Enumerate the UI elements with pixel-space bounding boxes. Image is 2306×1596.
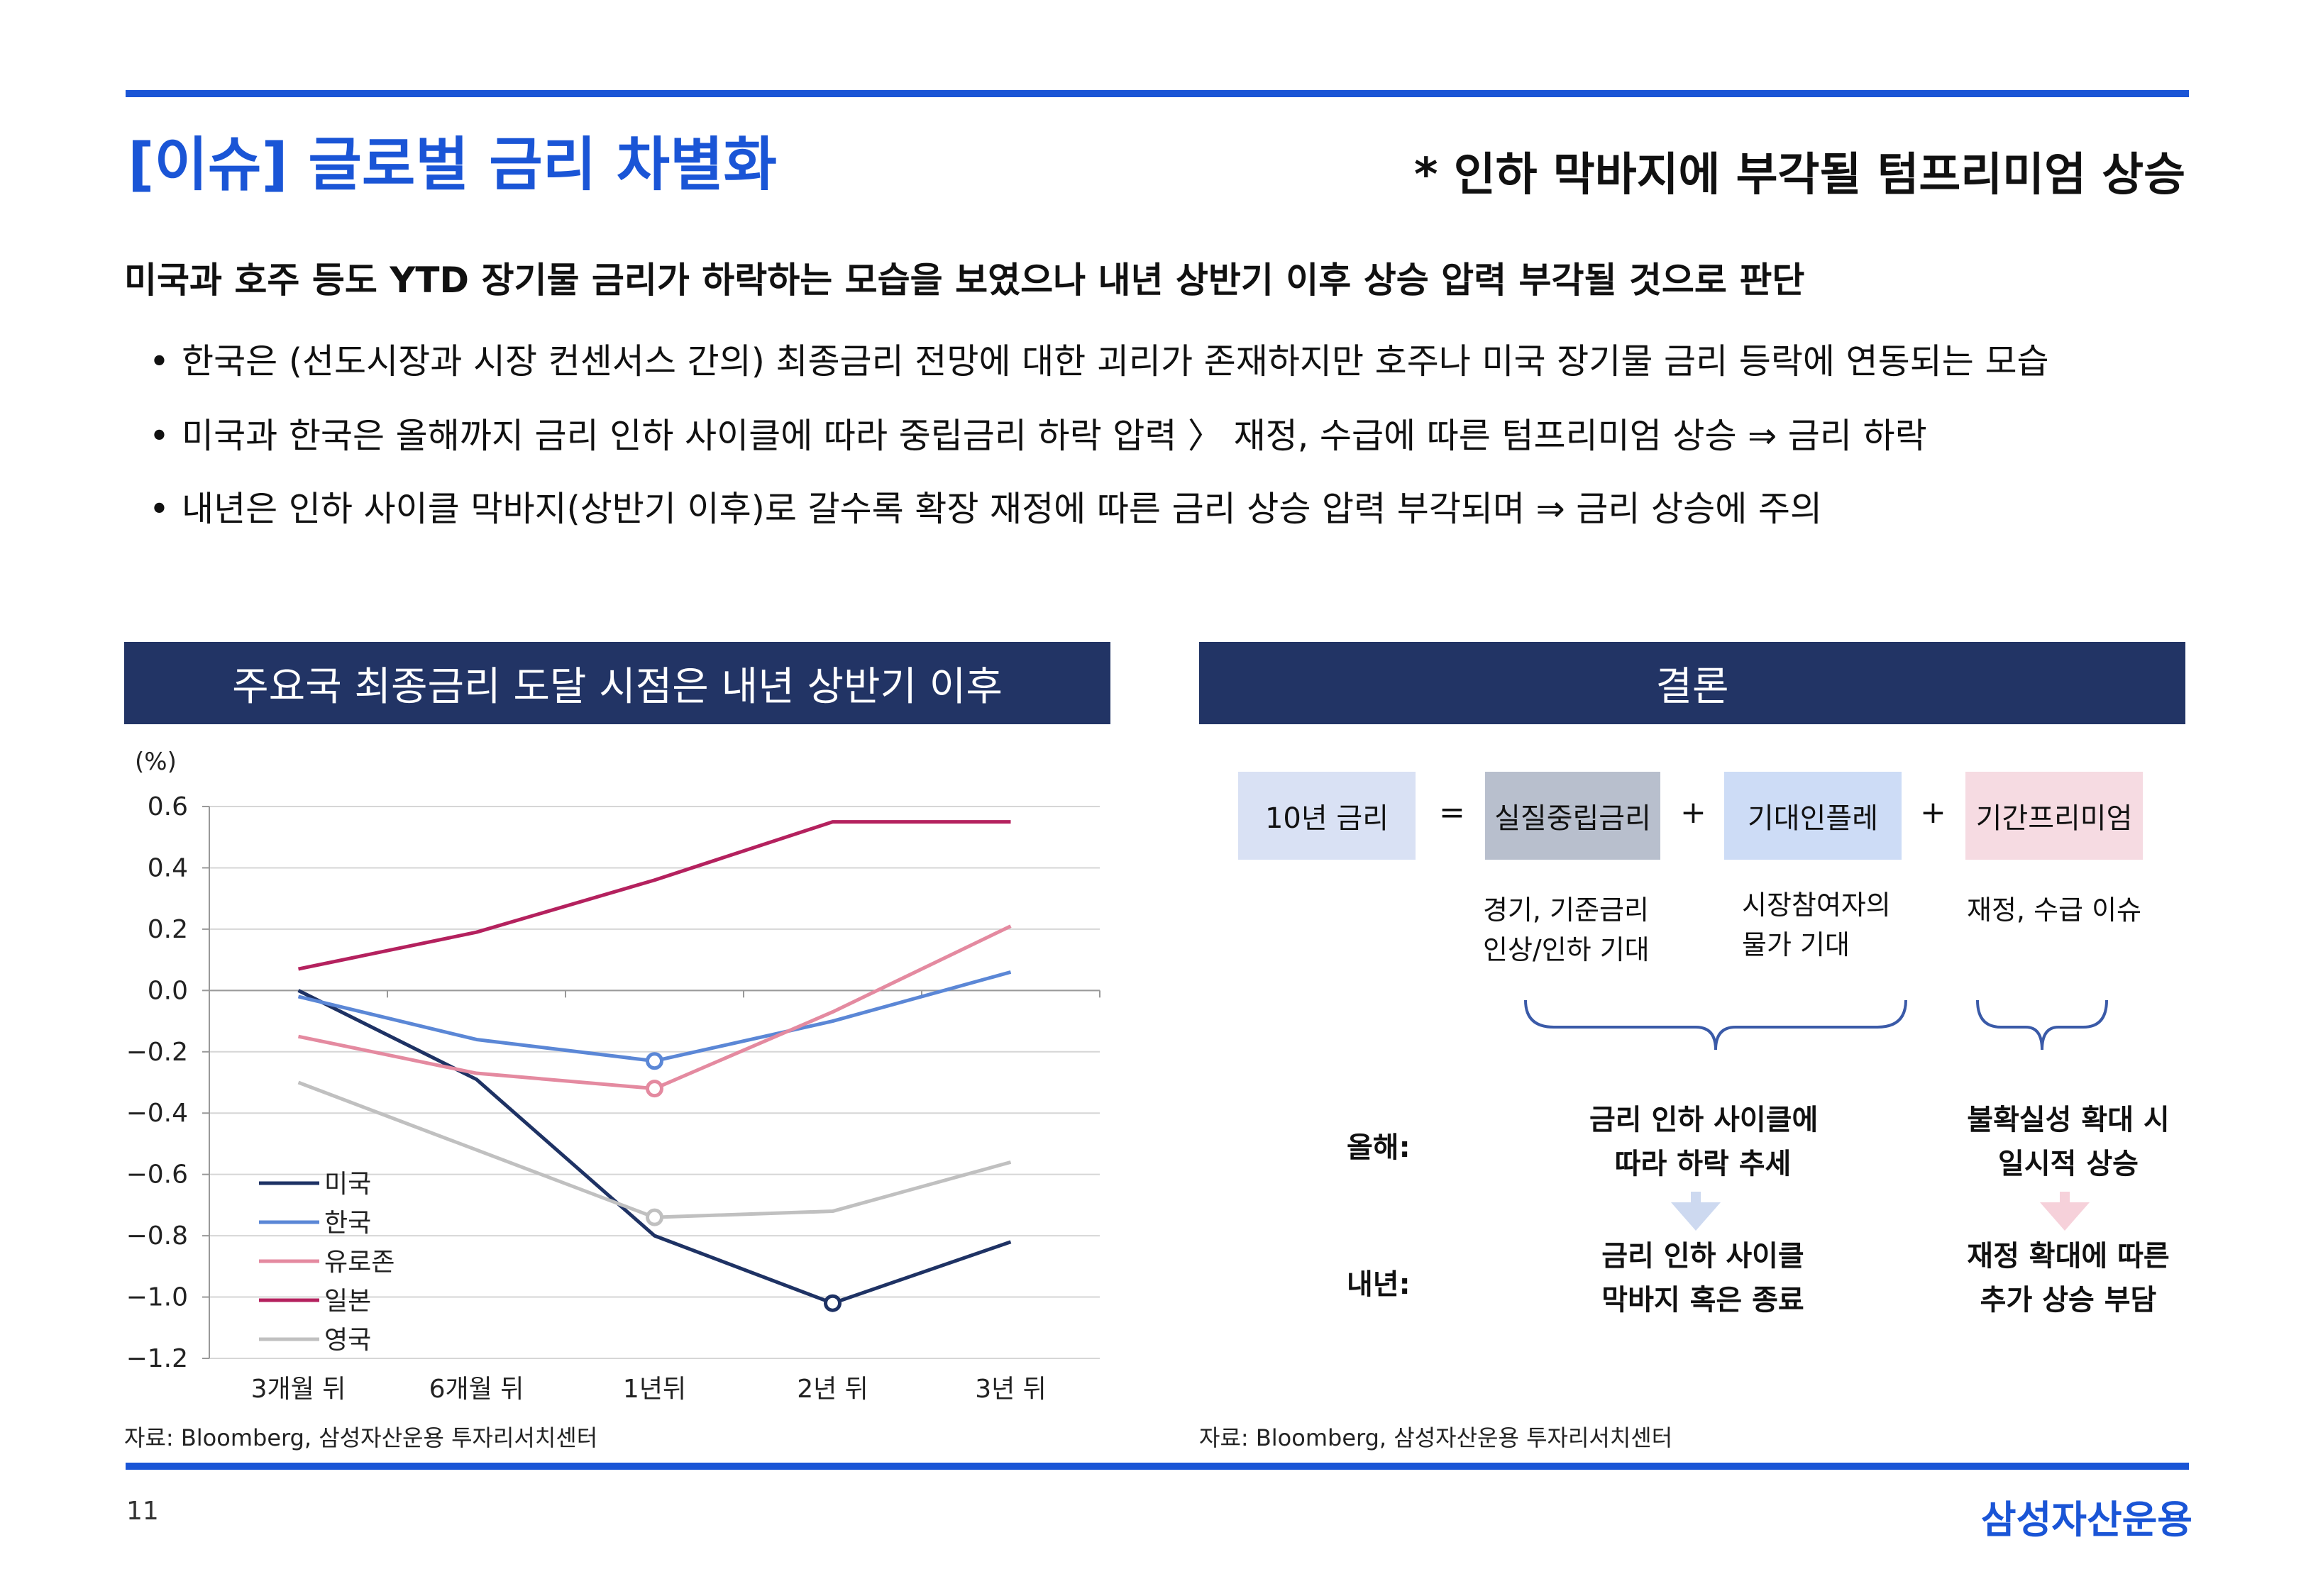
data-point-marker bbox=[646, 1208, 663, 1226]
term-premium-box: 기간프리미엄 bbox=[1965, 772, 2143, 860]
next-year-label: 내년: bbox=[1347, 1268, 1411, 1301]
left-source: 자료: Bloomberg, 삼성자산운용 투자리서치센터 bbox=[124, 1424, 598, 1451]
expected-inflation-box: 기대인플레 bbox=[1724, 772, 1902, 860]
y-tick-label: 0.4 bbox=[148, 853, 188, 882]
right-panel-header-text: 결론 bbox=[1655, 663, 1729, 710]
x-tick-label: 1년뒤 bbox=[623, 1375, 686, 1404]
headline: 미국과 호주 등도 YTD 장기물 금리가 하락하는 모습을 보였으나 내년 상… bbox=[124, 260, 1805, 301]
y-tick-label: −0.4 bbox=[126, 1099, 188, 1128]
outcome-line: 따라 하락 추세 bbox=[1614, 1148, 1792, 1180]
left-brace-icon bbox=[1524, 999, 1907, 1051]
bullet-text: 한국은 (선도시장과 시장 컨센서스 간의) 최종금리 전망에 대한 괴리가 존… bbox=[182, 341, 2049, 382]
real-neutral-rate-box: 실질중립금리 bbox=[1485, 772, 1660, 860]
right-brace-icon bbox=[1976, 999, 2108, 1051]
y-axis-unit-label: (%) bbox=[135, 748, 177, 776]
y-tick-label: 0.6 bbox=[148, 792, 188, 821]
bullet-dot: • bbox=[149, 416, 170, 456]
bullet-text: 내년은 인하 사이클 막바지(상반기 이후)로 갈수록 확장 재정에 따른 금리… bbox=[182, 489, 1823, 529]
outcome-line: 막바지 혹은 종료 bbox=[1601, 1284, 1804, 1317]
page-number: 11 bbox=[126, 1497, 159, 1526]
plus-sign: + bbox=[1920, 794, 1946, 831]
legend-label: 미국 bbox=[324, 1170, 371, 1199]
bullet-dot: • bbox=[149, 341, 170, 382]
bullet-item: • 한국은 (선도시장과 시장 컨센서스 간의) 최종금리 전망에 대한 괴리가 … bbox=[149, 333, 2049, 384]
down-arrow-pink-icon bbox=[2040, 1192, 2090, 1231]
desc-line: 경기, 기준금리 bbox=[1483, 894, 1649, 926]
equals-sign: = bbox=[1439, 794, 1465, 831]
left-panel-header-text: 주요국 최종금리 도달 시점은 내년 상반기 이후 bbox=[232, 663, 1003, 710]
x-tick-label: 6개월 뒤 bbox=[429, 1375, 524, 1404]
y-tick-label: 0.2 bbox=[148, 915, 188, 944]
data-point-marker bbox=[646, 1080, 663, 1098]
x-tick-label: 2년 뒤 bbox=[797, 1375, 868, 1404]
outcome-line: 금리 인하 사이클 bbox=[1601, 1240, 1804, 1273]
legend-label: 유로존 bbox=[324, 1248, 395, 1277]
legend-label: 일본 bbox=[324, 1287, 371, 1316]
bottom-rule bbox=[126, 1463, 2189, 1470]
this-year-left-outcome: 금리 인하 사이클에 따라 하락 추세 bbox=[1589, 1098, 1819, 1186]
series-line-미국 bbox=[297, 989, 1012, 1305]
bullet-item: • 내년은 인하 사이클 막바지(상반기 이후)로 갈수록 확장 재정에 따른 금… bbox=[149, 481, 1822, 531]
braces-and-arrows bbox=[1524, 999, 2108, 1231]
next-year-left-outcome: 금리 인하 사이클 막바지 혹은 종료 bbox=[1589, 1234, 1816, 1322]
page-subtitle: * 인하 막바지에 부각될 텀프리미엄 상승 bbox=[1414, 149, 2185, 201]
x-tick-label: 3년 뒤 bbox=[975, 1375, 1047, 1404]
legend-label: 영국 bbox=[324, 1326, 371, 1355]
next-year-right-outcome: 재정 확대에 따른 추가 상승 부담 bbox=[1955, 1234, 2182, 1322]
desc-line: 인상/인하 기대 bbox=[1483, 934, 1650, 965]
y-tick-label: −0.8 bbox=[126, 1221, 188, 1251]
real-rate-description: 경기, 기준금리 인상/인하 기대 bbox=[1483, 890, 1650, 970]
desc-line: 시장참여자의 bbox=[1742, 890, 1891, 921]
y-tick-label: −1.2 bbox=[126, 1344, 188, 1373]
right-source: 자료: Bloomberg, 삼성자산운용 투자리서치센터 bbox=[1199, 1424, 1673, 1451]
y-tick-label: −0.2 bbox=[126, 1038, 188, 1067]
outcome-line: 추가 상승 부담 bbox=[1980, 1284, 2157, 1317]
desc-line: 물가 기대 bbox=[1742, 929, 1850, 960]
top-rule bbox=[126, 90, 2189, 97]
legend-label: 한국 bbox=[324, 1209, 371, 1238]
y-tick-label: −1.0 bbox=[126, 1283, 188, 1312]
inflation-description: 시장참여자의 물가 기대 bbox=[1742, 885, 1891, 965]
right-panel-header: 결론 bbox=[1199, 642, 2185, 724]
plus-sign: + bbox=[1680, 794, 1706, 831]
down-arrow-blue-icon bbox=[1671, 1192, 1721, 1231]
outcome-line: 일시적 상승 bbox=[1998, 1148, 2139, 1180]
brand-logo: 삼성자산운용 bbox=[1980, 1497, 2192, 1542]
y-tick-label: −0.6 bbox=[126, 1160, 188, 1190]
series-line-영국 bbox=[297, 1080, 1012, 1219]
ten-year-rate-box: 10년 금리 bbox=[1238, 772, 1416, 860]
term-premium-description: 재정, 수급 이슈 bbox=[1967, 894, 2141, 926]
x-tick-label: 3개월 뒤 bbox=[251, 1375, 346, 1404]
data-point-marker bbox=[824, 1294, 842, 1312]
outcome-line: 재정 확대에 따른 bbox=[1967, 1240, 2170, 1273]
bullet-dot: • bbox=[149, 489, 170, 529]
this-year-label: 올해: bbox=[1347, 1131, 1411, 1164]
left-panel-header: 주요국 최종금리 도달 시점은 내년 상반기 이후 bbox=[124, 642, 1110, 724]
data-point-marker bbox=[646, 1052, 663, 1070]
bullet-text: 미국과 한국은 올해까지 금리 인하 사이클에 따라 중립금리 하락 압력 〉 … bbox=[182, 416, 1927, 456]
y-tick-label: 0.0 bbox=[148, 976, 188, 1005]
outcome-line: 불확실성 확대 시 bbox=[1967, 1104, 2170, 1136]
line-chart: (%) 0.6 0.4 0.2 0.0 −0.2 −0.4 −0.6 −0.8 −1.0 −1.2 3… bbox=[126, 748, 1100, 1404]
this-year-right-outcome: 불확실성 확대 시 일시적 상승 bbox=[1955, 1098, 2182, 1186]
page-title: [이슈] 글로벌 금리 차별화 bbox=[128, 131, 777, 199]
bullet-item: • 미국과 한국은 올해까지 금리 인하 사이클에 따라 중립금리 하락 압력 〉… bbox=[149, 408, 1927, 458]
series-line-일본 bbox=[297, 820, 1011, 971]
outcome-line: 금리 인하 사이클에 bbox=[1589, 1104, 1819, 1136]
series-line-한국 bbox=[297, 970, 1012, 1063]
